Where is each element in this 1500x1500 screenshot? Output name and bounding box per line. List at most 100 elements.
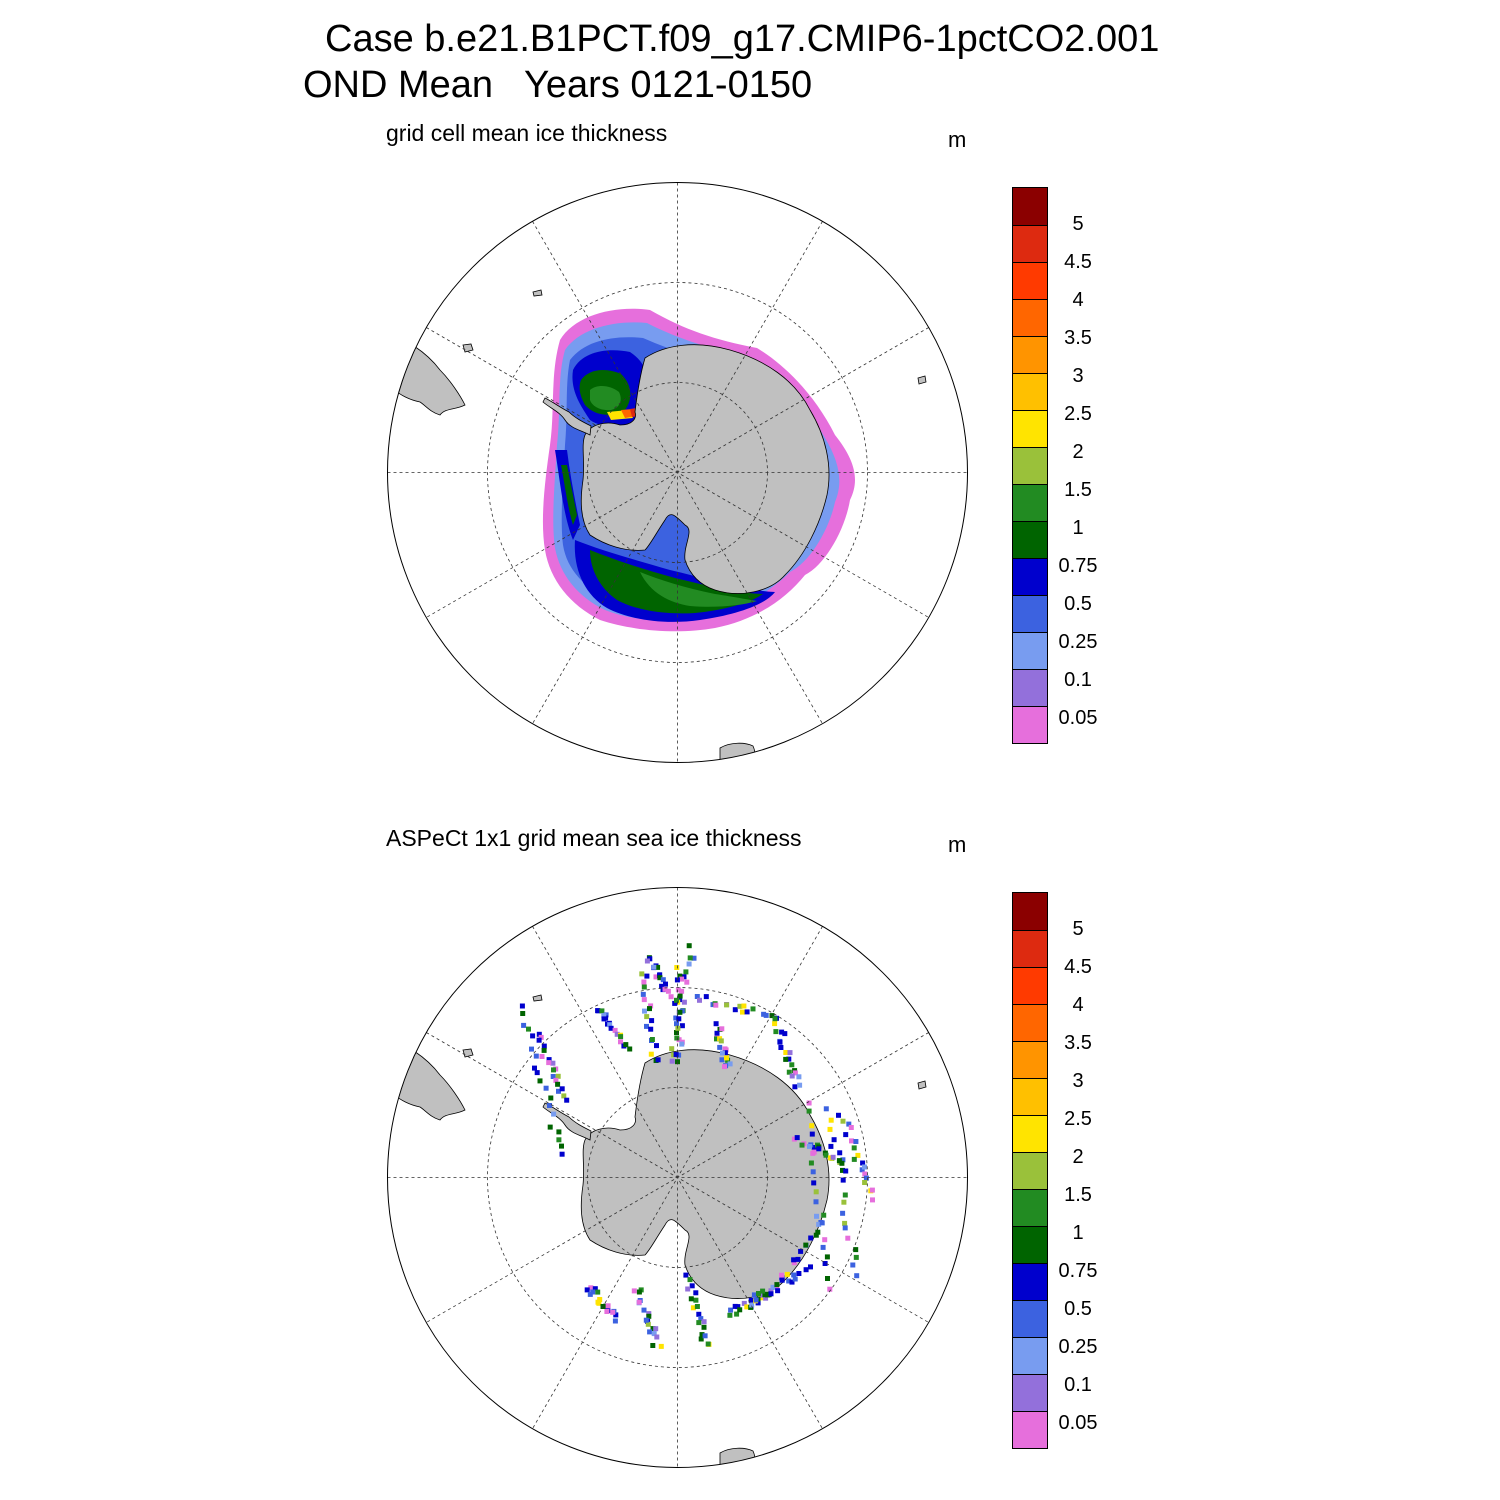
- observation-cell: [614, 1031, 620, 1037]
- graticule: [387, 887, 968, 1468]
- observation-cell: [541, 1047, 547, 1053]
- colorbar-label: 0.05: [1058, 1412, 1098, 1434]
- observation-cell: [597, 1297, 603, 1302]
- observation-cell: [539, 1054, 545, 1059]
- observation-cell: [607, 1022, 613, 1028]
- observation-cell: [843, 1132, 849, 1138]
- observation-cell: [689, 1283, 695, 1289]
- antarctica-landmass: [580, 344, 830, 594]
- observation-cell: [717, 1044, 723, 1050]
- colorbar-label: 5: [1072, 213, 1084, 235]
- colorbar-label: 3: [1072, 365, 1084, 387]
- colorbar-label: 0.1: [1064, 1374, 1092, 1396]
- observation-cell: [816, 1221, 822, 1227]
- observation-cell: [841, 1199, 847, 1205]
- observation-cell: [813, 1199, 819, 1205]
- observation-cell: [550, 1060, 556, 1066]
- observation-cell: [646, 1313, 652, 1319]
- observation-cell: [675, 1025, 681, 1031]
- observation-cell: [536, 1037, 542, 1043]
- observation-cell: [546, 1057, 552, 1063]
- observation-cell: [811, 1180, 817, 1186]
- colorbar-label: 3.5: [1064, 1032, 1092, 1054]
- panel1-polar-map: [387, 182, 968, 763]
- observation-cell: [845, 1235, 851, 1241]
- colorbar-swatch: [1013, 1263, 1047, 1300]
- observation-cell: [813, 1189, 819, 1195]
- observation-cell: [853, 1139, 859, 1144]
- observation-cell: [679, 976, 685, 982]
- observation-cell: [642, 1008, 647, 1014]
- observation-cell: [748, 1297, 754, 1303]
- observation-cell: [770, 1284, 776, 1290]
- observation-cell: [837, 1150, 843, 1156]
- observation-cell: [702, 1333, 708, 1339]
- observation-cell: [701, 1319, 707, 1325]
- colorbar-swatch: [1013, 967, 1047, 1004]
- observation-cell: [810, 1169, 816, 1175]
- colorbar-swatch: [1013, 1041, 1047, 1078]
- observation-cell: [556, 1129, 562, 1135]
- observation-cell: [763, 1012, 769, 1018]
- colorbar-swatch: [1013, 558, 1047, 595]
- observation-cell: [848, 1125, 854, 1130]
- observation-cell: [815, 1229, 821, 1235]
- observation-cell: [828, 1117, 834, 1123]
- colorbar-swatch: [1013, 1226, 1047, 1263]
- observation-cell: [650, 1343, 656, 1348]
- antarctic-peninsula: [542, 397, 592, 436]
- observation-cell: [705, 1341, 711, 1347]
- colorbar-swatch: [1013, 595, 1047, 632]
- kerguelen-island: [917, 1080, 927, 1090]
- observation-cell: [657, 972, 663, 978]
- observation-cell: [740, 1009, 745, 1015]
- colorbar-swatch: [1013, 706, 1047, 743]
- observation-cell: [551, 1067, 556, 1073]
- observation-cell: [786, 1278, 792, 1284]
- colorbar-label: 2: [1072, 1146, 1084, 1168]
- observation-cell: [842, 1220, 848, 1226]
- observation-cell: [651, 964, 657, 970]
- observation-cell: [532, 1065, 537, 1071]
- observation-cell: [850, 1262, 856, 1268]
- observation-cell: [536, 1031, 542, 1037]
- observation-cell: [853, 1254, 859, 1260]
- observation-cell: [792, 1084, 798, 1090]
- colorbar-swatch: [1013, 893, 1047, 930]
- observation-cell: [599, 1008, 605, 1014]
- observation-cell: [853, 1247, 859, 1253]
- observation-cell: [811, 1145, 817, 1150]
- observation-cell: [830, 1154, 836, 1160]
- observation-cell: [759, 1292, 765, 1298]
- observation-cell: [786, 1056, 792, 1062]
- observation-cell: [538, 1034, 544, 1040]
- observation-cell: [822, 1261, 828, 1266]
- observation-cell: [595, 1289, 601, 1295]
- observation-cell: [806, 1100, 812, 1106]
- observation-cell: [640, 991, 646, 997]
- observation-cell: [701, 1324, 707, 1330]
- observation-cell: [714, 1030, 720, 1036]
- observation-cell: [846, 1121, 852, 1127]
- panel1-units: m: [948, 127, 967, 152]
- observation-cell: [671, 1052, 677, 1058]
- colorbar-label: 0.25: [1058, 1336, 1098, 1358]
- observation-cell: [713, 1021, 719, 1027]
- observation-cell: [784, 1271, 790, 1277]
- observation-cell: [842, 1192, 848, 1198]
- observation-cell: [808, 1264, 813, 1270]
- observation-cell: [612, 1318, 618, 1324]
- observation-cell: [595, 1008, 601, 1014]
- colorbar-swatch: [1013, 1337, 1047, 1374]
- observation-cell: [741, 1003, 747, 1009]
- observation-cell: [521, 1022, 527, 1028]
- observation-cell: [663, 981, 668, 987]
- observation-cell: [816, 1146, 822, 1152]
- observation-cell: [654, 1334, 660, 1340]
- observation-cell: [590, 1289, 596, 1295]
- observation-cell: [650, 1326, 656, 1332]
- graticule: [387, 182, 968, 763]
- observation-cell: [683, 1272, 689, 1278]
- observation-cell: [673, 1052, 679, 1057]
- observation-cell: [641, 984, 647, 990]
